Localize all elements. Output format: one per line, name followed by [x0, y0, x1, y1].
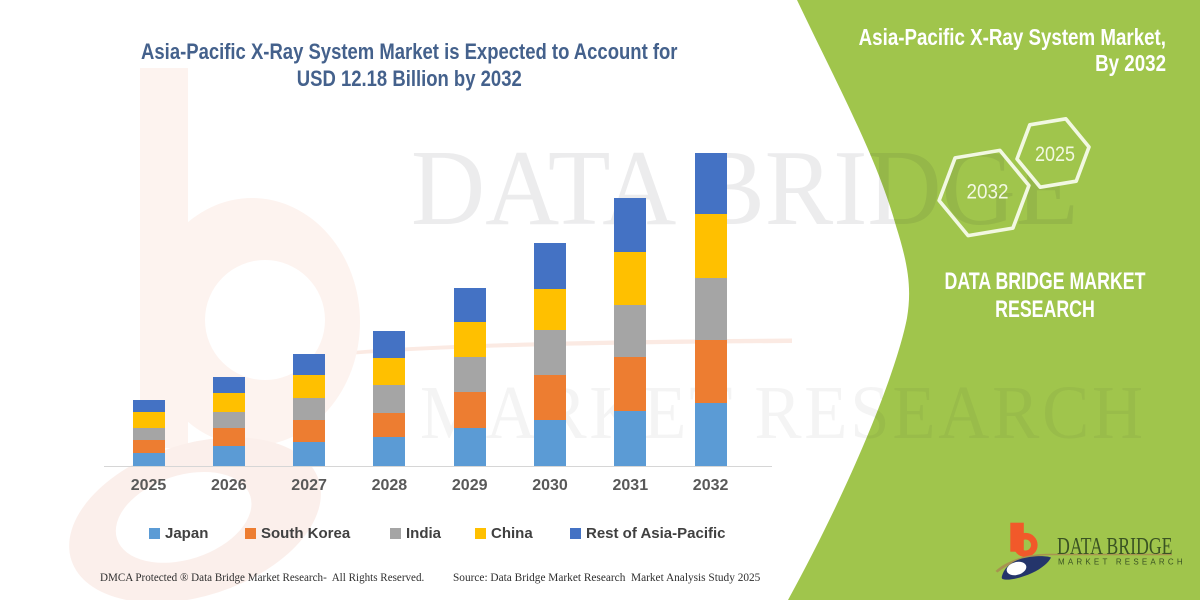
svg-text:2025: 2025: [1035, 143, 1075, 166]
svg-text:DATA BRIDGE: DATA BRIDGE: [1057, 532, 1172, 559]
svg-text:MARKET RESEARCH: MARKET RESEARCH: [1058, 558, 1186, 567]
svg-text:2032: 2032: [967, 180, 1009, 204]
